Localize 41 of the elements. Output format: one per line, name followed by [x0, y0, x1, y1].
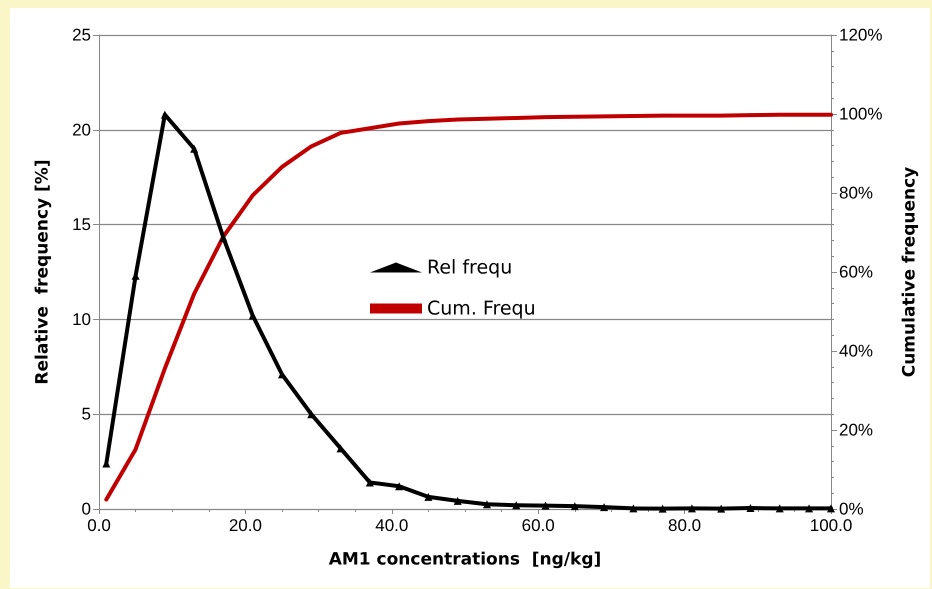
- point: [395, 482, 404, 490]
- y2-axis-title: Cumulative frequency: [900, 166, 920, 378]
- x-tick-label: 0.0: [87, 516, 111, 535]
- point: [688, 504, 696, 512]
- point: [512, 501, 520, 510]
- point: [746, 504, 754, 512]
- point: [424, 492, 432, 501]
- legend-label: Cum. Frequ: [427, 298, 536, 320]
- y-tick-label: 10: [72, 310, 91, 329]
- point: [776, 504, 784, 512]
- point: [658, 504, 667, 513]
- point: [600, 503, 608, 512]
- x-tick-label: 60.0: [522, 516, 555, 535]
- y2-tick-label: 80%: [839, 184, 874, 202]
- point: [717, 504, 726, 513]
- x-tick-label: 80.0: [668, 516, 702, 535]
- y-tick-label: 15: [72, 215, 91, 234]
- x-axis-title: AM1 concentrations [ng/kg]: [328, 550, 602, 570]
- point: [629, 504, 638, 512]
- y2-tick-label: 120%: [839, 26, 882, 44]
- y2-tick-label: 0%: [839, 500, 864, 518]
- point: [454, 496, 462, 505]
- legend-label: Rel frequ: [427, 256, 512, 278]
- x-tick-label: 20.0: [228, 516, 262, 535]
- x-tick-label: 40.0: [375, 516, 408, 535]
- point: [190, 144, 198, 153]
- y-tick-label: 25: [72, 26, 91, 44]
- x-tick-label: 100.0: [810, 516, 852, 535]
- point: [482, 500, 491, 508]
- y2-tick-label: 100%: [839, 104, 882, 124]
- y-tick-label: 5: [82, 404, 91, 424]
- y-tick-label: 20: [72, 120, 91, 140]
- y-axis-title: Relative frequency [%]: [32, 159, 52, 385]
- y2-tick-label: 20%: [839, 420, 874, 440]
- y-tick-label: 0: [82, 500, 91, 518]
- point: [366, 478, 374, 486]
- point: [542, 502, 550, 510]
- point: [570, 502, 579, 510]
- y2-tick-label: 40%: [839, 342, 874, 360]
- y2-tick-label: 60%: [839, 262, 874, 282]
- point: [805, 504, 814, 512]
